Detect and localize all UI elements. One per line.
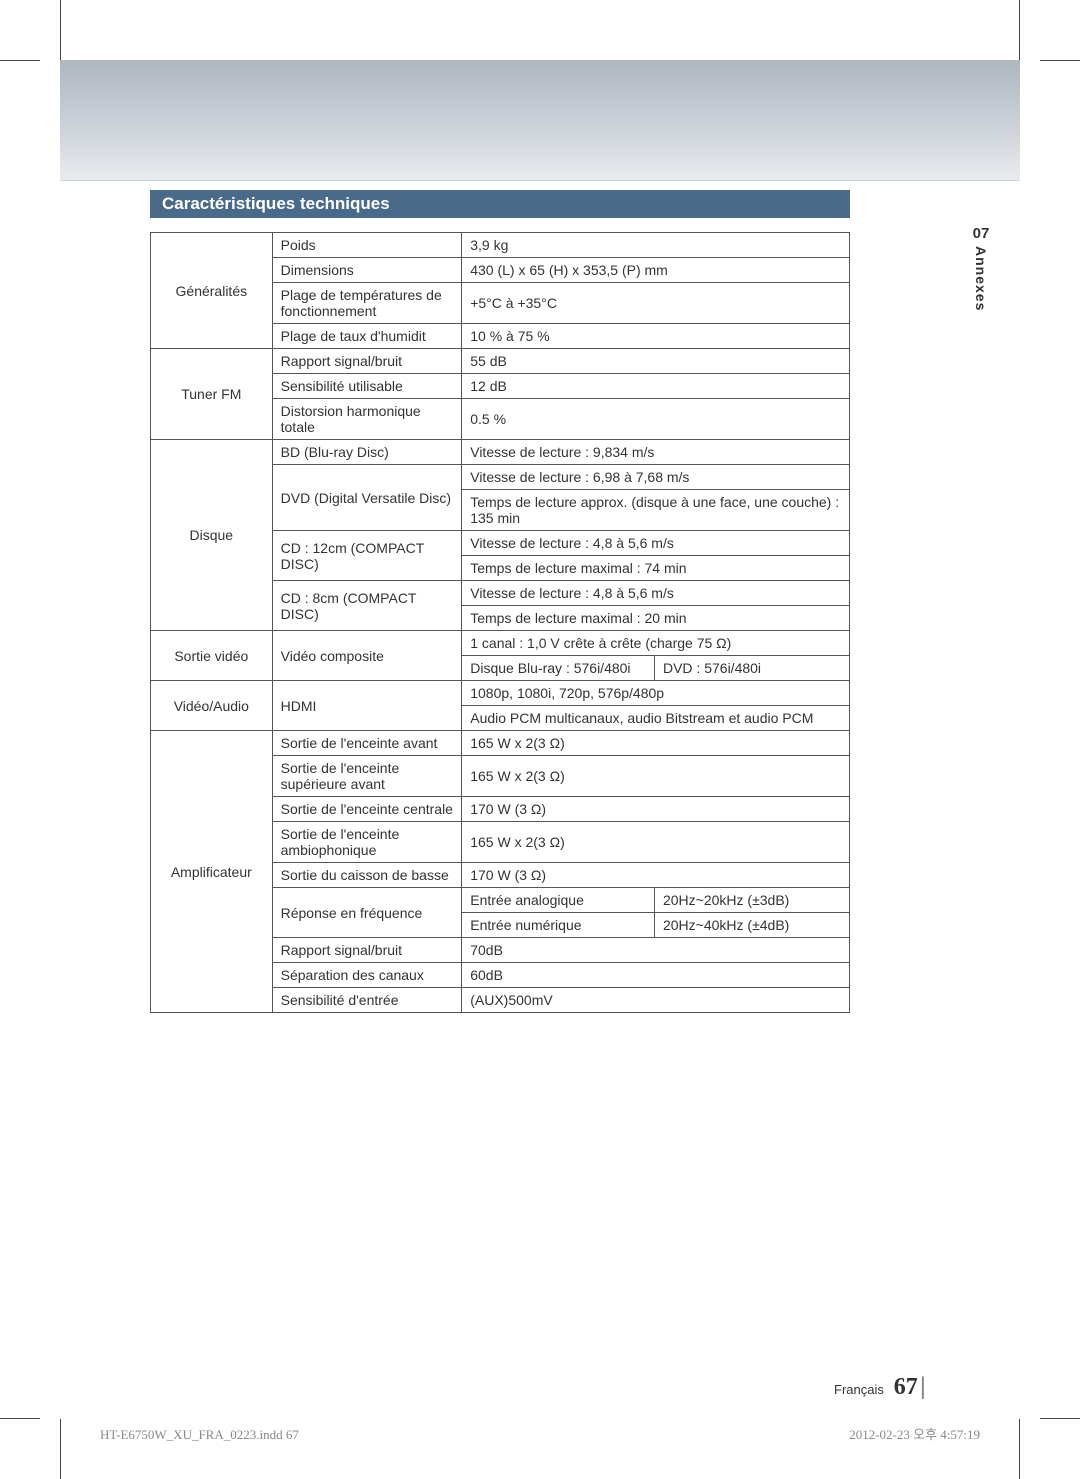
spec-value: 1 canal : 1,0 V crête à crête (charge 75… [462, 631, 850, 656]
spec-value: Disque Blu-ray : 576i/480i [462, 656, 655, 681]
category-video-audio: Vidéo/Audio [151, 681, 273, 731]
section-heading: Caractéristiques techniques [150, 190, 850, 218]
page-number-bar: | [920, 1373, 926, 1400]
spec-value: 1080p, 1080i, 720p, 576p/480p [462, 681, 850, 706]
spec-key: Vidéo composite [272, 631, 462, 681]
crop-mark [0, 1418, 40, 1419]
spec-value: 165 W x 2(3 Ω) [462, 822, 850, 863]
spec-value: 55 dB [462, 349, 850, 374]
spec-value: Entrée numérique [462, 913, 655, 938]
footer-right: 2012-02-23 오후 4:57:19 [849, 1424, 980, 1443]
spec-value: 170 W (3 Ω) [462, 863, 850, 888]
page-number-box: Français 67| [834, 1373, 926, 1401]
spec-value: 10 % à 75 % [462, 324, 850, 349]
crop-mark [0, 60, 40, 61]
crop-mark [1019, 1419, 1020, 1479]
spec-key: Plage de températures de fonctionnement [272, 283, 462, 324]
spec-value: 20Hz~20kHz (±3dB) [654, 888, 849, 913]
category-disque: Disque [151, 440, 273, 631]
footer-left: HT-E6750W_XU_FRA_0223.indd 67 [100, 1427, 299, 1443]
spec-key: BD (Blu-ray Disc) [272, 440, 462, 465]
page: 07 Annexes Caractéristiques techniques G… [0, 0, 1080, 1479]
spec-key: DVD (Digital Versatile Disc) [272, 465, 462, 531]
spec-value: Vitesse de lecture : 6,98 à 7,68 m/s [462, 465, 850, 490]
spec-value: Vitesse de lecture : 4,8 à 5,6 m/s [462, 581, 850, 606]
side-tab: 07 Annexes [972, 225, 990, 315]
spec-key: Sortie du caisson de basse [272, 863, 462, 888]
spec-value: 60dB [462, 963, 850, 988]
spec-value: 0.5 % [462, 399, 850, 440]
spec-key: Rapport signal/bruit [272, 349, 462, 374]
spec-key: Dimensions [272, 258, 462, 283]
crop-mark [60, 0, 61, 60]
spec-key: Plage de taux d'humidit [272, 324, 462, 349]
spec-value: 20Hz~40kHz (±4dB) [654, 913, 849, 938]
spec-key: Sensibilité d'entrée [272, 988, 462, 1013]
category-sortie-video: Sortie vidéo [151, 631, 273, 681]
spec-key: Sortie de l'enceinte supérieure avant [272, 756, 462, 797]
side-tab-label: Annexes [973, 246, 989, 311]
spec-key: Sensibilité utilisable [272, 374, 462, 399]
crop-mark [1040, 60, 1080, 61]
category-tuner: Tuner FM [151, 349, 273, 440]
spec-value: Vitesse de lecture : 4,8 à 5,6 m/s [462, 531, 850, 556]
page-language: Français [834, 1382, 884, 1397]
spec-value: 430 (L) x 65 (H) x 353,5 (P) mm [462, 258, 850, 283]
spec-value: Audio PCM multicanaux, audio Bitstream e… [462, 706, 850, 731]
crop-mark [1040, 1418, 1080, 1419]
side-tab-number: 07 [972, 225, 990, 242]
category-amplificateur: Amplificateur [151, 731, 273, 1013]
crop-mark [1019, 0, 1020, 60]
spec-key: CD : 8cm (COMPACT DISC) [272, 581, 462, 631]
spec-table: Généralités Poids 3,9 kg Dimensions 430 … [150, 232, 850, 1013]
crop-mark [60, 1419, 61, 1479]
top-gradient-band [60, 60, 1020, 181]
spec-value: Entrée analogique [462, 888, 655, 913]
spec-key: Sortie de l'enceinte avant [272, 731, 462, 756]
spec-value: 165 W x 2(3 Ω) [462, 731, 850, 756]
spec-value: Temps de lecture maximal : 20 min [462, 606, 850, 631]
spec-value: 12 dB [462, 374, 850, 399]
spec-key: Séparation des canaux [272, 963, 462, 988]
spec-value: 3,9 kg [462, 233, 850, 258]
spec-value: Vitesse de lecture : 9,834 m/s [462, 440, 850, 465]
spec-key: Sortie de l'enceinte ambiophonique [272, 822, 462, 863]
spec-key: Rapport signal/bruit [272, 938, 462, 963]
spec-value: 170 W (3 Ω) [462, 797, 850, 822]
spec-value: 70dB [462, 938, 850, 963]
spec-key: HDMI [272, 681, 462, 731]
page-number: 67 [894, 1374, 918, 1400]
spec-value: Temps de lecture approx. (disque à une f… [462, 490, 850, 531]
spec-value: 165 W x 2(3 Ω) [462, 756, 850, 797]
category-generalites: Généralités [151, 233, 273, 349]
spec-key: Poids [272, 233, 462, 258]
spec-value: DVD : 576i/480i [654, 656, 849, 681]
spec-value: (AUX)500mV [462, 988, 850, 1013]
spec-value: Temps de lecture maximal : 74 min [462, 556, 850, 581]
spec-value: +5°C à +35°C [462, 283, 850, 324]
spec-key: Réponse en fréquence [272, 888, 462, 938]
spec-key: Sortie de l'enceinte centrale [272, 797, 462, 822]
spec-key: CD : 12cm (COMPACT DISC) [272, 531, 462, 581]
spec-key: Distorsion harmonique totale [272, 399, 462, 440]
